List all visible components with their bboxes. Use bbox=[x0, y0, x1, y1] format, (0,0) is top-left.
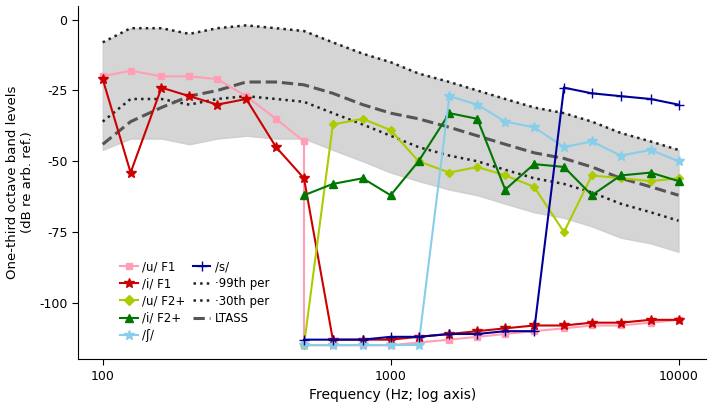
LTASS bbox=[185, 94, 194, 99]
LTASS bbox=[157, 105, 166, 110]
99th per bbox=[98, 40, 107, 45]
99th per bbox=[674, 148, 683, 153]
LTASS bbox=[587, 164, 596, 169]
30th per bbox=[414, 145, 423, 150]
30th per bbox=[387, 133, 395, 138]
30th per bbox=[560, 182, 568, 186]
Line: 30th per: 30th per bbox=[103, 96, 679, 221]
30th per bbox=[473, 159, 481, 164]
LTASS bbox=[530, 150, 538, 155]
LTASS bbox=[98, 142, 107, 147]
99th per bbox=[358, 51, 367, 56]
30th per bbox=[157, 97, 166, 102]
30th per bbox=[617, 201, 625, 206]
30th per bbox=[646, 210, 655, 215]
LTASS bbox=[617, 176, 625, 181]
30th per bbox=[674, 218, 683, 223]
30th per bbox=[501, 167, 510, 172]
LTASS bbox=[674, 193, 683, 198]
99th per bbox=[617, 131, 625, 135]
30th per bbox=[242, 94, 251, 99]
LTASS bbox=[387, 111, 395, 115]
30th per bbox=[272, 97, 281, 102]
LTASS bbox=[300, 82, 308, 87]
30th per bbox=[185, 102, 194, 107]
LTASS bbox=[501, 142, 510, 147]
99th per bbox=[414, 71, 423, 76]
Line: 99th per: 99th per bbox=[103, 25, 679, 150]
30th per bbox=[530, 176, 538, 181]
LTASS bbox=[560, 156, 568, 161]
99th per bbox=[530, 105, 538, 110]
30th per bbox=[213, 97, 221, 102]
99th per bbox=[560, 111, 568, 115]
99th per bbox=[272, 26, 281, 31]
99th per bbox=[646, 139, 655, 144]
X-axis label: Frequency (Hz; log axis): Frequency (Hz; log axis) bbox=[308, 388, 476, 402]
LTASS bbox=[414, 116, 423, 121]
30th per bbox=[126, 97, 135, 102]
99th per bbox=[501, 97, 510, 102]
LTASS bbox=[213, 88, 221, 93]
99th per bbox=[157, 26, 166, 31]
30th per bbox=[98, 119, 107, 124]
LTASS bbox=[445, 125, 454, 130]
99th per bbox=[473, 88, 481, 93]
Legend: /u/ F1, /i/ F1, /u/ F2+, /i/ F2+, /ʃ/, /s/, ·99th per, ·30th per, LTASS: /u/ F1, /i/ F1, /u/ F2+, /i/ F2+, /ʃ/, /… bbox=[115, 255, 274, 346]
LTASS bbox=[242, 80, 251, 84]
LTASS bbox=[473, 133, 481, 138]
30th per bbox=[445, 153, 454, 158]
99th per bbox=[445, 80, 454, 84]
99th per bbox=[185, 31, 194, 36]
30th per bbox=[328, 111, 337, 115]
99th per bbox=[387, 60, 395, 64]
Line: LTASS: LTASS bbox=[103, 82, 679, 195]
LTASS bbox=[646, 184, 655, 189]
99th per bbox=[213, 26, 221, 31]
99th per bbox=[328, 40, 337, 45]
30th per bbox=[358, 122, 367, 127]
99th per bbox=[587, 119, 596, 124]
LTASS bbox=[126, 119, 135, 124]
LTASS bbox=[272, 80, 281, 84]
30th per bbox=[587, 190, 596, 195]
LTASS bbox=[328, 91, 337, 96]
99th per bbox=[126, 26, 135, 31]
30th per bbox=[300, 100, 308, 104]
99th per bbox=[242, 23, 251, 28]
LTASS bbox=[358, 102, 367, 107]
99th per bbox=[300, 29, 308, 33]
Y-axis label: One-third octave band levels
(dB re arb. ref.): One-third octave band levels (dB re arb.… bbox=[6, 86, 33, 279]
